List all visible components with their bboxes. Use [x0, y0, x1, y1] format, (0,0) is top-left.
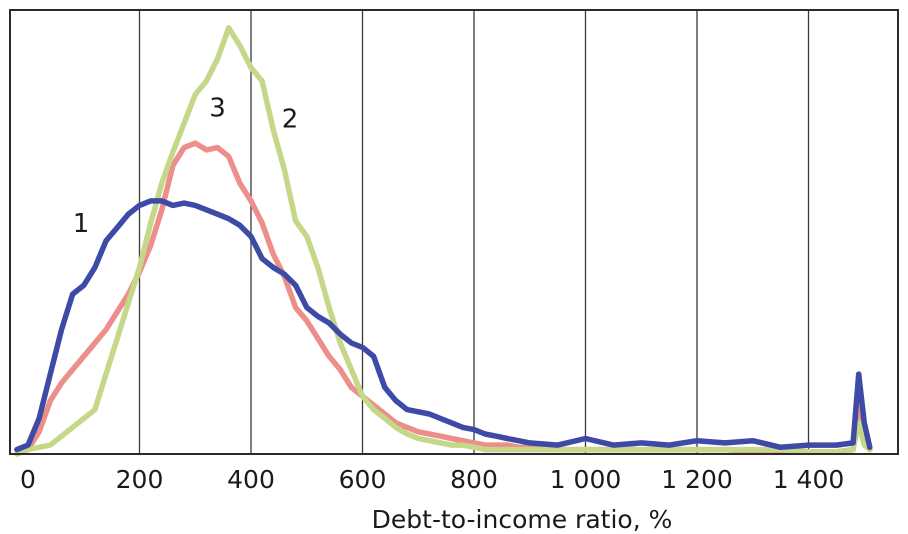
series-line-2	[14, 25, 873, 457]
x-tick-label: 400	[227, 465, 275, 494]
x-tick-label: 1 000	[550, 465, 622, 494]
plot-background	[10, 10, 898, 454]
series-labels: 1 2 3	[73, 94, 299, 239]
x-tick-label: 600	[339, 465, 387, 494]
x-tick-labels: 0 200 400 600 800 1 000 1 200 1 400	[20, 465, 844, 494]
x-tick-label: 200	[116, 465, 164, 494]
series-line-1	[14, 198, 873, 453]
x-tick-label: 1 200	[661, 465, 733, 494]
x-tick-label: 800	[450, 465, 498, 494]
x-tick-label: 1 400	[773, 465, 845, 494]
series-label-2: 2	[282, 105, 299, 135]
series-lines	[14, 25, 873, 457]
x-tick-label: 0	[20, 465, 36, 494]
series-label-3: 3	[209, 94, 226, 124]
x-axis-label: Debt-to-income ratio, %	[372, 505, 673, 534]
grid-lines	[138, 10, 810, 454]
plot-frame	[9, 9, 899, 455]
series-label-1: 1	[73, 209, 90, 239]
